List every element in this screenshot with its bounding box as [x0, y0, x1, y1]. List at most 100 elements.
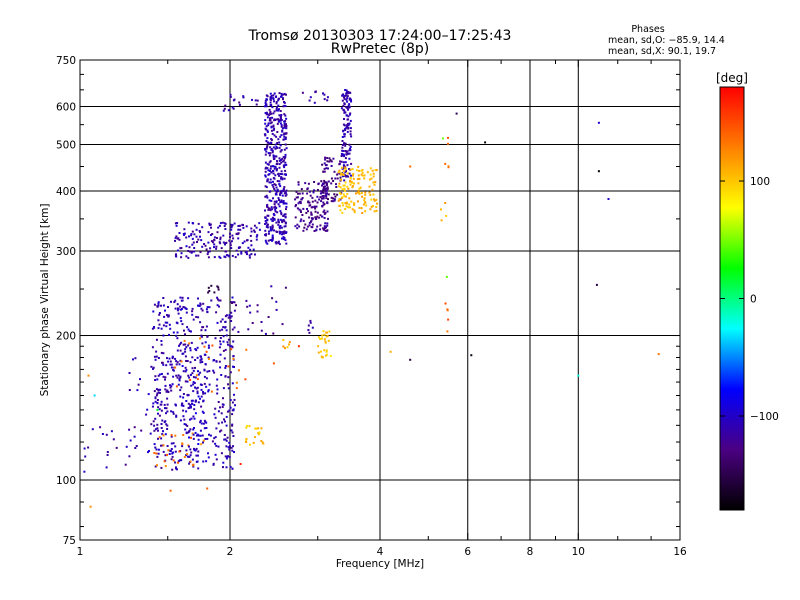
echo-point — [188, 342, 191, 345]
echo-point — [332, 197, 335, 200]
echo-point — [230, 240, 233, 243]
echo-point — [269, 92, 272, 95]
echo-point — [344, 195, 347, 198]
echo-point — [215, 427, 218, 430]
echo-point — [106, 454, 109, 456]
echo-point — [207, 286, 210, 289]
echo-point — [284, 156, 287, 158]
echo-point — [220, 374, 223, 376]
echo-point — [179, 395, 182, 398]
echo-point — [363, 199, 366, 202]
echo-point — [219, 238, 222, 241]
echo-point — [157, 327, 160, 330]
echo-point — [197, 467, 200, 470]
echo-point — [237, 330, 240, 333]
echo-point — [156, 464, 158, 467]
echo-point — [185, 423, 187, 426]
echo-point — [193, 404, 196, 406]
echo-point — [264, 222, 267, 225]
echo-point — [191, 458, 194, 461]
echo-point — [350, 99, 352, 102]
echo-point — [266, 214, 269, 217]
echo-point — [325, 167, 328, 170]
echo-point — [172, 412, 175, 415]
echo-point — [164, 384, 167, 387]
echo-point — [214, 442, 217, 445]
echo-point — [216, 231, 219, 234]
echo-point — [155, 338, 158, 341]
echo-point — [284, 347, 286, 350]
echo-point — [199, 419, 202, 422]
echo-point — [172, 411, 175, 414]
echo-point — [182, 306, 185, 308]
y-tick-label: 300 — [56, 246, 76, 258]
echo-point — [282, 98, 284, 101]
echo-point — [280, 149, 283, 152]
echo-point — [194, 431, 197, 434]
echo-point — [245, 441, 248, 443]
echo-point — [217, 422, 220, 425]
echo-point — [275, 207, 278, 209]
echo-point — [222, 109, 225, 112]
echo-point — [170, 435, 173, 438]
echo-point — [283, 135, 286, 138]
echo-point — [342, 93, 345, 96]
echo-point — [175, 255, 178, 258]
echo-point — [447, 318, 450, 321]
echo-point — [357, 182, 360, 185]
echo-point — [358, 191, 361, 194]
echo-point — [275, 106, 278, 109]
echo-point — [607, 198, 610, 200]
echo-point — [105, 433, 108, 436]
echo-point — [270, 148, 273, 151]
echo-point — [208, 290, 211, 292]
echo-point — [253, 229, 256, 232]
echo-point — [183, 233, 185, 236]
echo-point — [216, 298, 219, 301]
echo-point — [346, 130, 349, 133]
echo-point — [283, 101, 285, 103]
echo-point — [270, 171, 273, 174]
echo-point — [199, 371, 202, 374]
echo-point — [309, 321, 312, 324]
echo-point — [178, 344, 180, 347]
echo-point — [184, 343, 187, 346]
echo-point — [316, 225, 319, 228]
echo-point — [218, 224, 221, 227]
echo-point — [134, 357, 137, 360]
echo-point — [279, 110, 282, 112]
echo-point — [219, 340, 222, 343]
echo-point — [266, 180, 269, 183]
echo-point — [219, 242, 222, 245]
echo-point — [232, 237, 235, 240]
echo-point — [276, 180, 279, 183]
echo-point — [270, 129, 273, 132]
echo-point — [250, 230, 253, 233]
echo-point — [298, 225, 301, 228]
echo-point — [233, 451, 235, 453]
echo-point — [164, 433, 167, 436]
x-tick-label: 4 — [377, 546, 384, 558]
echo-point — [283, 138, 286, 141]
x-tick-label: 2 — [227, 546, 234, 558]
echo-point — [150, 365, 153, 368]
y-tick-label: 200 — [56, 331, 76, 343]
echo-point — [345, 153, 348, 156]
echo-point — [191, 230, 194, 233]
echo-point — [279, 231, 282, 233]
echo-point — [285, 242, 288, 245]
echo-point — [199, 421, 202, 424]
echo-point — [275, 300, 278, 303]
echo-point — [295, 204, 297, 206]
echo-point — [247, 246, 250, 249]
echo-point — [294, 205, 297, 208]
echo-point — [208, 433, 210, 436]
echo-point — [278, 230, 281, 233]
colorbar-label: [deg] — [716, 71, 748, 85]
echo-point — [273, 217, 276, 220]
echo-point — [372, 172, 375, 175]
echo-point — [595, 283, 598, 286]
echo-point — [197, 238, 200, 241]
echo-point — [278, 183, 281, 186]
echo-point — [273, 127, 276, 130]
